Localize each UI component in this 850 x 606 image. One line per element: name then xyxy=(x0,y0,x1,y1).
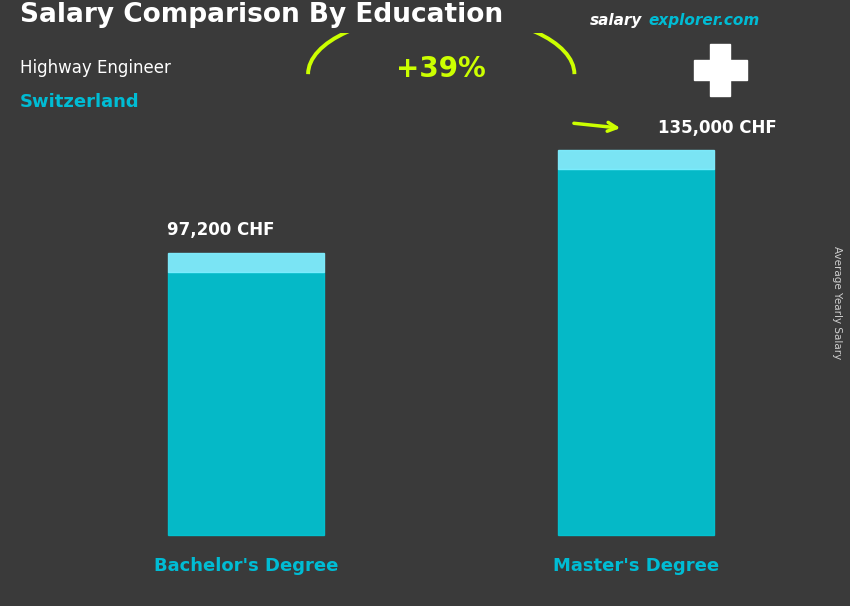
Text: Salary Comparison By Education: Salary Comparison By Education xyxy=(20,2,503,28)
Text: salary: salary xyxy=(590,13,642,28)
Text: Switzerland: Switzerland xyxy=(20,93,139,112)
Text: Highway Engineer: Highway Engineer xyxy=(20,59,171,77)
Bar xyxy=(694,60,747,79)
Text: +39%: +39% xyxy=(396,55,486,82)
Bar xyxy=(558,169,714,535)
Text: 135,000 CHF: 135,000 CHF xyxy=(658,119,777,136)
Bar xyxy=(711,44,730,96)
Text: explorer.com: explorer.com xyxy=(649,13,760,28)
Text: Average Yearly Salary: Average Yearly Salary xyxy=(832,247,842,359)
Polygon shape xyxy=(168,253,325,271)
Text: 97,200 CHF: 97,200 CHF xyxy=(167,221,275,239)
Text: Master's Degree: Master's Degree xyxy=(553,557,719,575)
Bar xyxy=(168,271,325,535)
Text: Bachelor's Degree: Bachelor's Degree xyxy=(154,557,338,575)
Polygon shape xyxy=(558,150,714,169)
